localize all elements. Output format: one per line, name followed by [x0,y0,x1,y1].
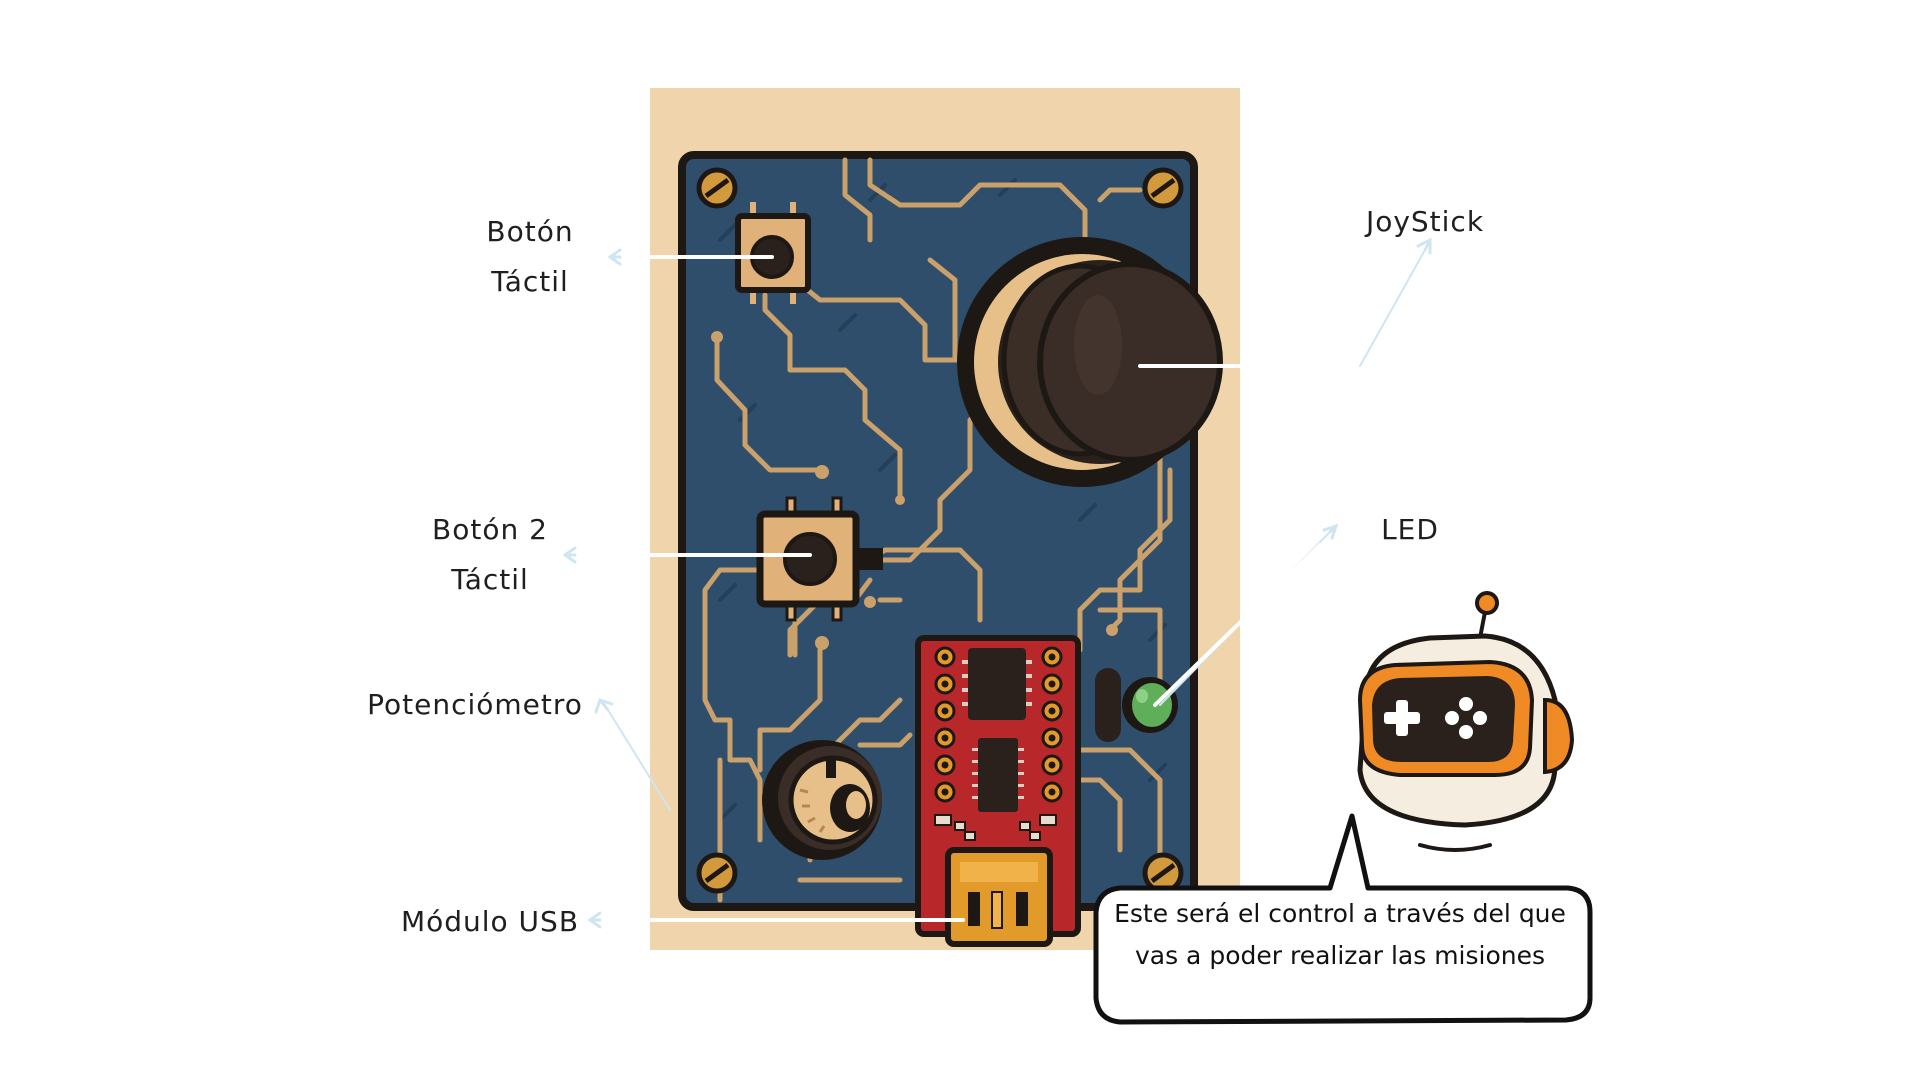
usb-module [945,847,1053,947]
tactile-button-1 [735,202,811,304]
screw-icon [696,852,738,894]
robot-mascot [1357,591,1575,852]
label-boton-2-tactil: Botón 2 Táctil [432,513,548,596]
potentiometer [762,740,882,860]
led [1095,668,1178,742]
tactile-button-2 [756,496,883,622]
label-boton-tactil: Botón Táctil [486,215,574,298]
label-potenciometro: Potenciómetro [367,688,583,721]
label-modulo-usb: Módulo USB [400,905,580,938]
speech-bubble [1093,813,1593,1025]
joystick [957,237,1223,487]
gamepad-icon [1384,697,1487,739]
speech-bubble-text: Este será el control a través del que va… [1114,899,1566,970]
microcontroller-board [915,635,1081,947]
label-joystick: JoyStick [1365,205,1485,238]
leader-lines [562,237,1432,929]
label-led: LED [1381,513,1439,546]
screw-icon [1142,167,1184,209]
screw-icon [696,167,738,209]
